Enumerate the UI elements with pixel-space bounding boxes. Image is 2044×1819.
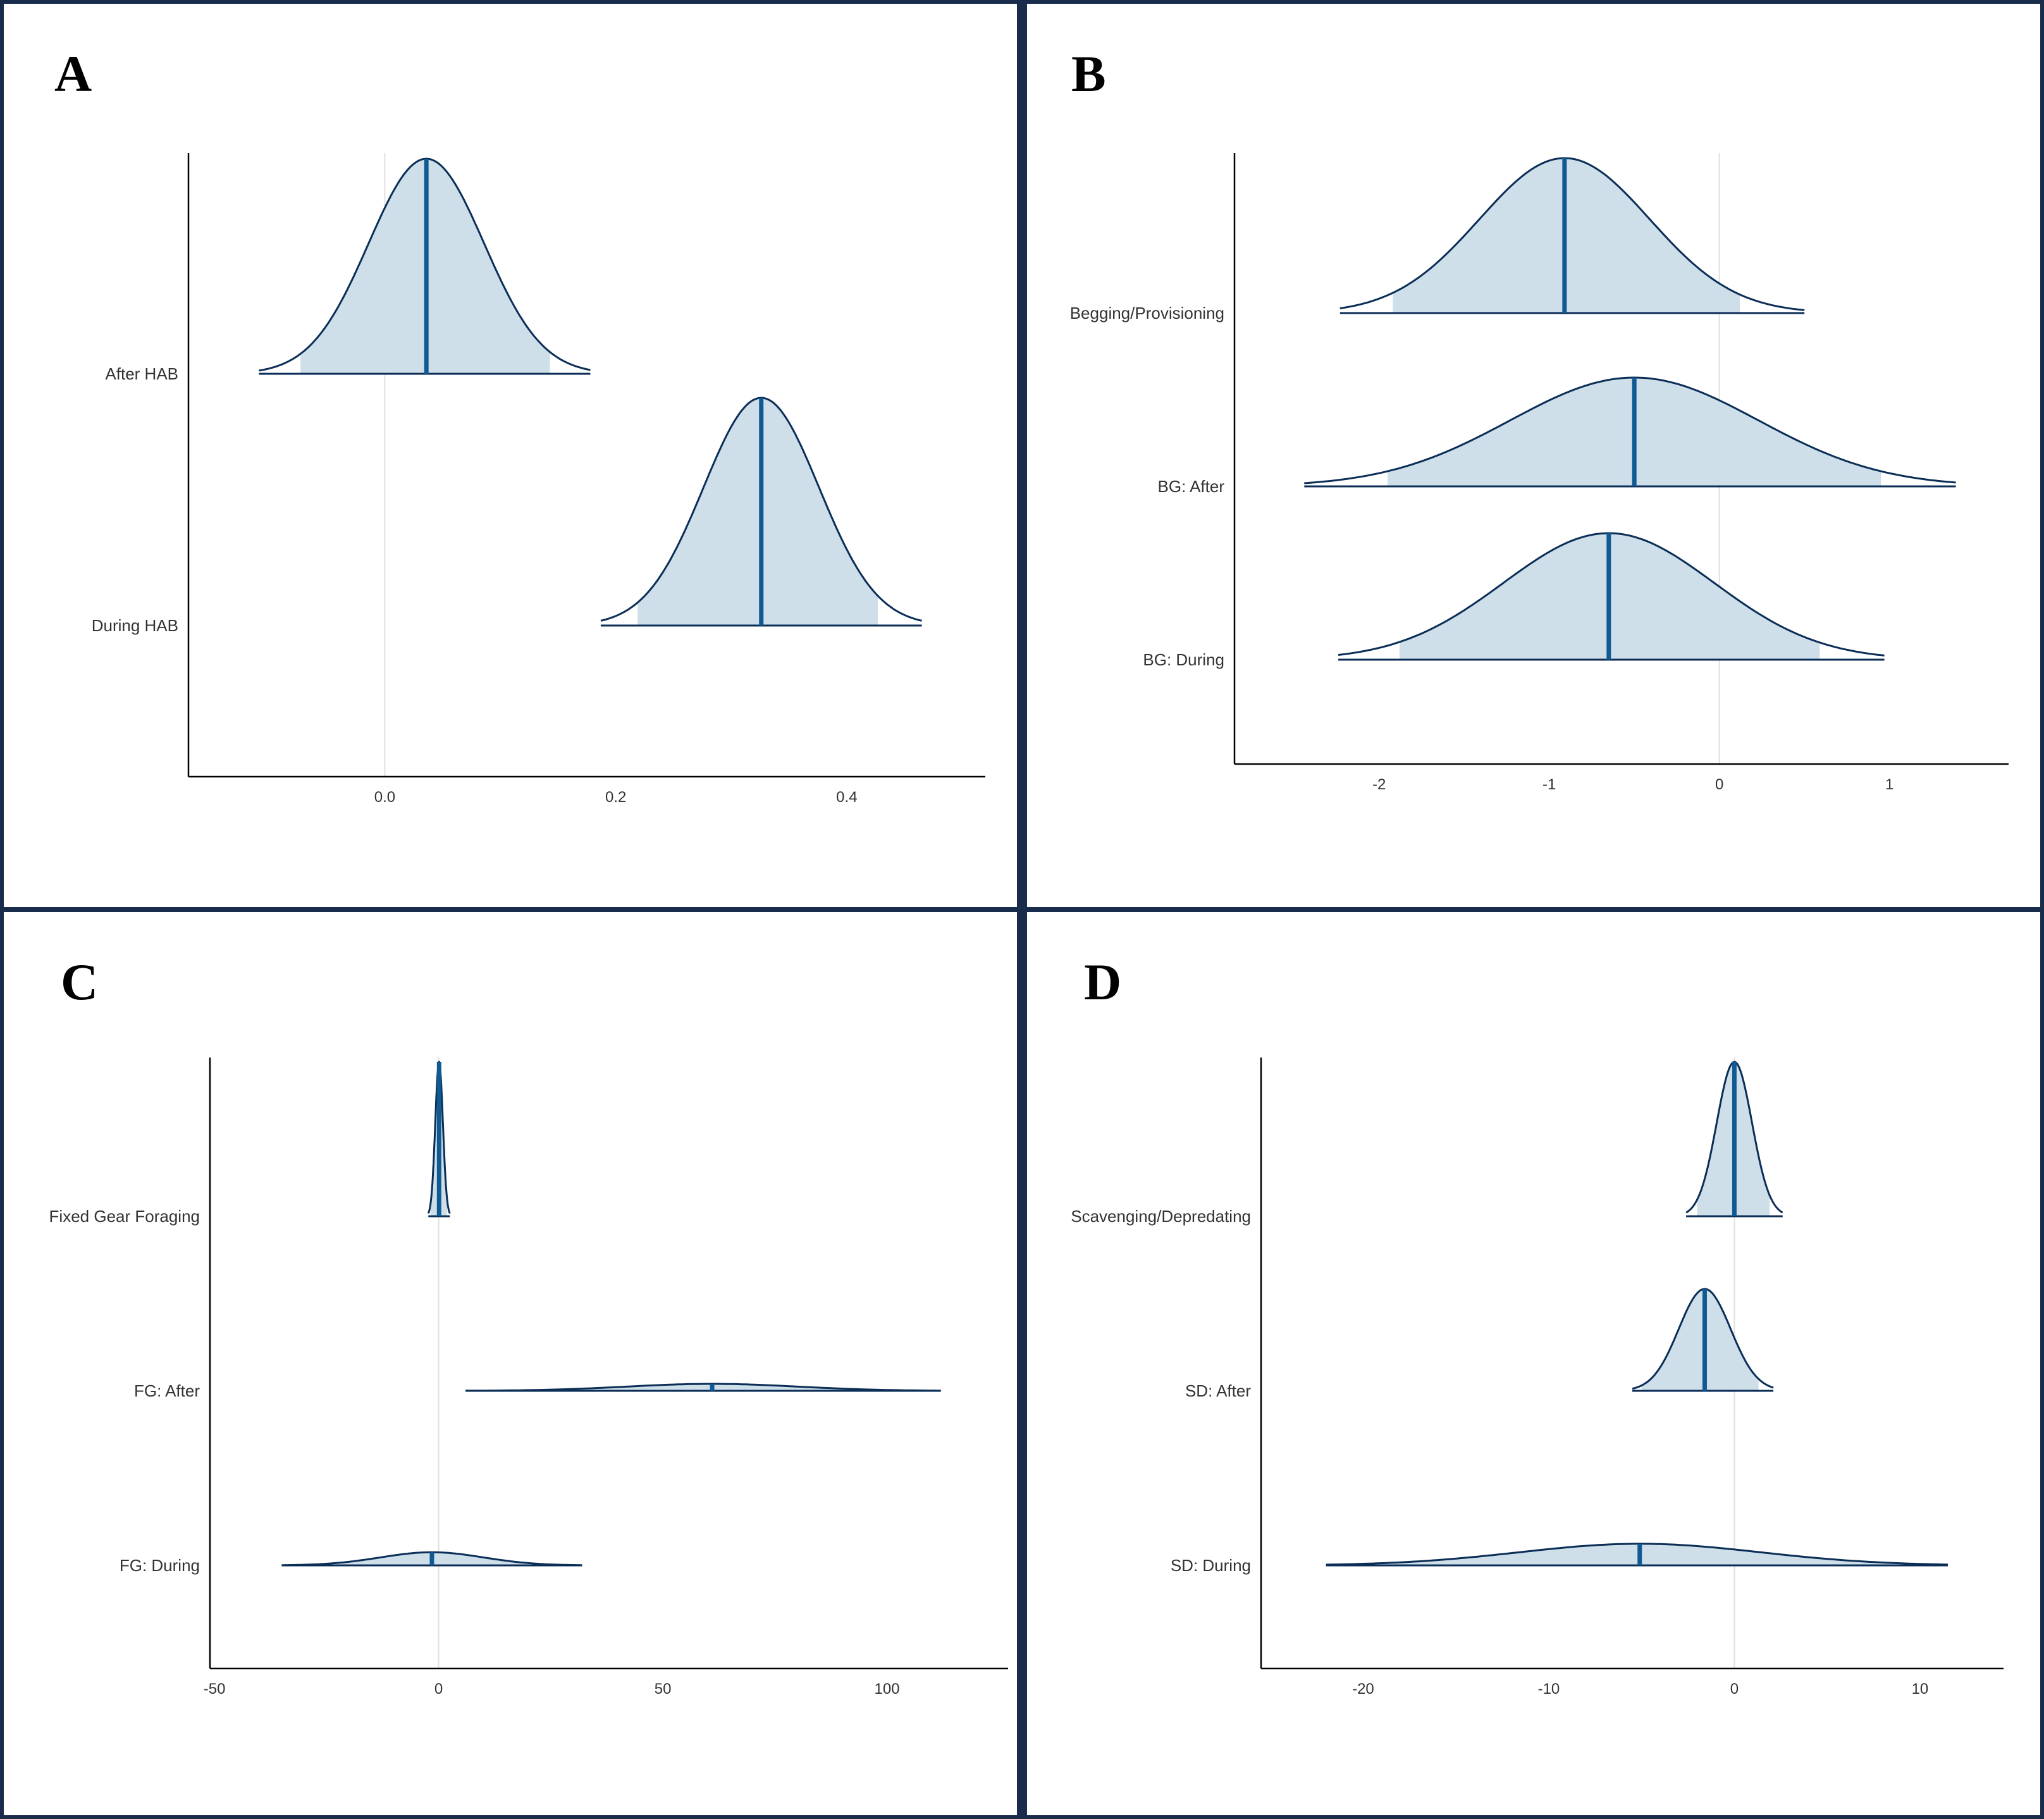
density-fixed-gear-foraging xyxy=(427,1060,451,1218)
category-label: Begging/Provisioning xyxy=(1070,304,1224,323)
x-tick-label: -2 xyxy=(1372,776,1386,793)
density-curve xyxy=(465,1383,941,1392)
x-tick-label: 10 xyxy=(1912,1680,1929,1698)
x-tick-label: -1 xyxy=(1542,776,1556,793)
credible-interval-area xyxy=(1641,1289,1759,1391)
density-fg-during xyxy=(281,1551,582,1567)
x-tick-label: 0 xyxy=(1730,1680,1739,1698)
panel-letter: C xyxy=(61,953,98,1011)
credible-interval-area xyxy=(1363,1543,1939,1565)
density-bg-after xyxy=(1304,376,1956,488)
panel-b: B Begging/Provisioning BG: After BG: During… xyxy=(1027,4,2040,907)
density-during-hab xyxy=(600,397,922,627)
density-curve xyxy=(1304,376,1956,484)
category-label: FG: After xyxy=(134,1381,200,1400)
panel-letter: B xyxy=(1071,45,1106,102)
x-tick-label: -10 xyxy=(1538,1680,1560,1698)
category-label: Fixed Gear Foraging xyxy=(49,1207,200,1226)
density-curve xyxy=(1339,157,1805,311)
x-tick-label: 50 xyxy=(655,1680,672,1698)
panel-a: A After HAB During HAB 0.0 0.2 0.4 xyxy=(4,4,1017,907)
panel-letter: A xyxy=(54,45,92,102)
credible-interval-area xyxy=(637,398,878,626)
category-label: Scavenging/Depredating xyxy=(1071,1207,1251,1226)
density-sd-during xyxy=(1326,1543,1949,1567)
density-curve xyxy=(1326,1543,1949,1566)
chart-a: A After HAB During HAB 0.0 0.2 0.4 xyxy=(54,45,985,806)
x-tick-label: 0 xyxy=(434,1680,443,1698)
x-tick-label: -50 xyxy=(204,1680,226,1698)
category-label: SD: After xyxy=(1185,1381,1251,1400)
density-fg-after xyxy=(465,1383,941,1392)
x-tick-label: 0.2 xyxy=(605,789,626,806)
density-bg-during xyxy=(1338,532,1885,661)
x-tick-label: 100 xyxy=(875,1680,900,1698)
category-label: BG: During xyxy=(1143,650,1224,669)
category-label: SD: During xyxy=(1171,1556,1251,1575)
x-tick-label: -20 xyxy=(1352,1680,1374,1698)
density-begging-provisioning xyxy=(1339,157,1805,314)
category-label: FG: During xyxy=(120,1556,200,1575)
x-tick-label: 0.4 xyxy=(836,789,857,806)
chart-d: D Scavenging/Depredating SD: After SD: Duri… xyxy=(1071,953,2004,1698)
panel-letter: D xyxy=(1084,953,1121,1011)
density-sd-after xyxy=(1632,1288,1774,1392)
density-after-hab xyxy=(259,157,591,375)
x-tick-label: 0.0 xyxy=(374,789,395,806)
chart-c: C Fixed Gear Foraging FG: After FG: During -… xyxy=(49,953,1008,1698)
category-label: BG: After xyxy=(1158,477,1225,496)
panel-d: D Scavenging/Depredating SD: After SD: Duri… xyxy=(1027,912,2040,1815)
credible-interval-area xyxy=(322,1552,546,1565)
x-tick-label: 1 xyxy=(1885,776,1893,793)
panel-c: C Fixed Gear Foraging FG: After FG: During -… xyxy=(4,912,1017,1815)
density-scavenging-depredating xyxy=(1685,1061,1783,1218)
x-tick-label: 0 xyxy=(1715,776,1723,793)
chart-b: B Begging/Provisioning BG: After BG: During… xyxy=(1070,45,2009,793)
density-curve xyxy=(1338,532,1885,657)
category-label: During HAB xyxy=(92,616,178,635)
category-label: After HAB xyxy=(105,364,178,383)
